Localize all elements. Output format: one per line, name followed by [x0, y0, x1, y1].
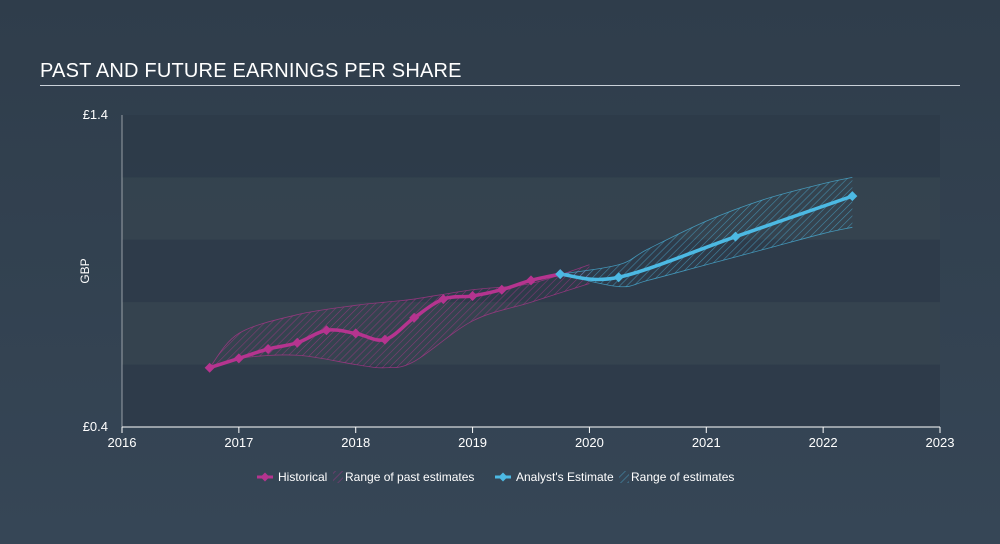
historical-point	[496, 284, 507, 295]
series-points	[204, 191, 858, 373]
background-bands	[122, 115, 940, 427]
title-divider	[40, 85, 960, 86]
x-tick-label: 2021	[692, 435, 721, 450]
legend-historical-label: Historical	[278, 470, 327, 484]
y-tick-label: £1.4	[83, 107, 108, 122]
estimate-point	[847, 191, 858, 202]
historical-point	[263, 344, 274, 354]
historical-point	[233, 353, 244, 364]
legend-estimate-label: Analyst's Estimate	[516, 470, 614, 484]
plot-band	[122, 115, 940, 178]
historical-point	[204, 362, 215, 373]
axes: 2016 2017 2018 2019 2020 2021 2022 2023 £1.4 £0.4…	[78, 107, 954, 450]
x-tick-label: 2016	[108, 435, 137, 450]
estimate-point	[613, 272, 624, 283]
x-tick-label: 2018	[341, 435, 370, 450]
estimate-range-lower-edge	[560, 226, 853, 288]
legend-estimate-range-swatch	[619, 471, 629, 483]
historical-point	[467, 290, 478, 301]
plot-band	[122, 364, 940, 427]
x-tick-label: 2022	[809, 435, 838, 450]
historical-point	[526, 275, 536, 286]
legend-historical-marker	[260, 472, 270, 482]
historical-point	[409, 312, 420, 323]
historical-point	[438, 294, 449, 305]
x-tick-label: 2019	[458, 435, 487, 450]
legend-estimate-range-label: Range of estimates	[631, 470, 734, 484]
legend: Historical Range of past estimates Analyst…	[257, 470, 734, 484]
estimate-range-upper-edge	[560, 177, 853, 275]
historical-point	[292, 337, 303, 348]
historical-point	[321, 325, 332, 336]
estimate-point	[730, 231, 741, 242]
y-tick-label: £0.4	[83, 419, 108, 434]
x-tick-label: 2017	[224, 435, 253, 450]
x-tick-label: 2020	[575, 435, 604, 450]
x-tick-label: 2023	[926, 435, 955, 450]
legend-estimate-marker	[498, 472, 508, 482]
legend-past-range-label: Range of past estimates	[345, 470, 474, 484]
historical-point	[350, 328, 361, 339]
estimate-point	[555, 269, 566, 280]
legend-past-range-swatch	[333, 471, 343, 483]
historical-point	[379, 334, 390, 345]
chart-title: PAST AND FUTURE EARNINGS PER SHARE	[40, 60, 462, 82]
estimate-range-fill	[560, 177, 853, 287]
y-axis-label: GBP	[78, 258, 92, 283]
past-estimate-range-lower-edge	[209, 283, 590, 369]
estimate-line	[560, 194, 853, 282]
